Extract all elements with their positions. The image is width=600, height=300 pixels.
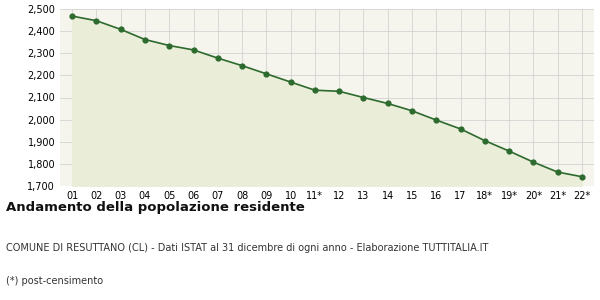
Point bbox=[529, 160, 538, 164]
Point bbox=[140, 37, 150, 42]
Point bbox=[553, 170, 562, 175]
Point bbox=[504, 148, 514, 153]
Point bbox=[310, 88, 320, 93]
Text: (*) post-censimento: (*) post-censimento bbox=[6, 276, 103, 286]
Point bbox=[383, 101, 392, 106]
Point bbox=[237, 63, 247, 68]
Point bbox=[577, 174, 587, 179]
Point bbox=[67, 14, 77, 19]
Point bbox=[164, 43, 174, 48]
Point bbox=[431, 118, 441, 122]
Point bbox=[188, 47, 198, 52]
Point bbox=[359, 95, 368, 100]
Point bbox=[262, 71, 271, 76]
Point bbox=[407, 108, 417, 113]
Point bbox=[92, 18, 101, 23]
Point bbox=[116, 27, 125, 32]
Point bbox=[456, 127, 466, 131]
Point bbox=[213, 56, 223, 61]
Point bbox=[480, 138, 490, 143]
Text: Andamento della popolazione residente: Andamento della popolazione residente bbox=[6, 201, 305, 214]
Text: COMUNE DI RESUTTANO (CL) - Dati ISTAT al 31 dicembre di ogni anno - Elaborazione: COMUNE DI RESUTTANO (CL) - Dati ISTAT al… bbox=[6, 243, 488, 253]
Point bbox=[286, 80, 295, 84]
Point bbox=[334, 89, 344, 94]
